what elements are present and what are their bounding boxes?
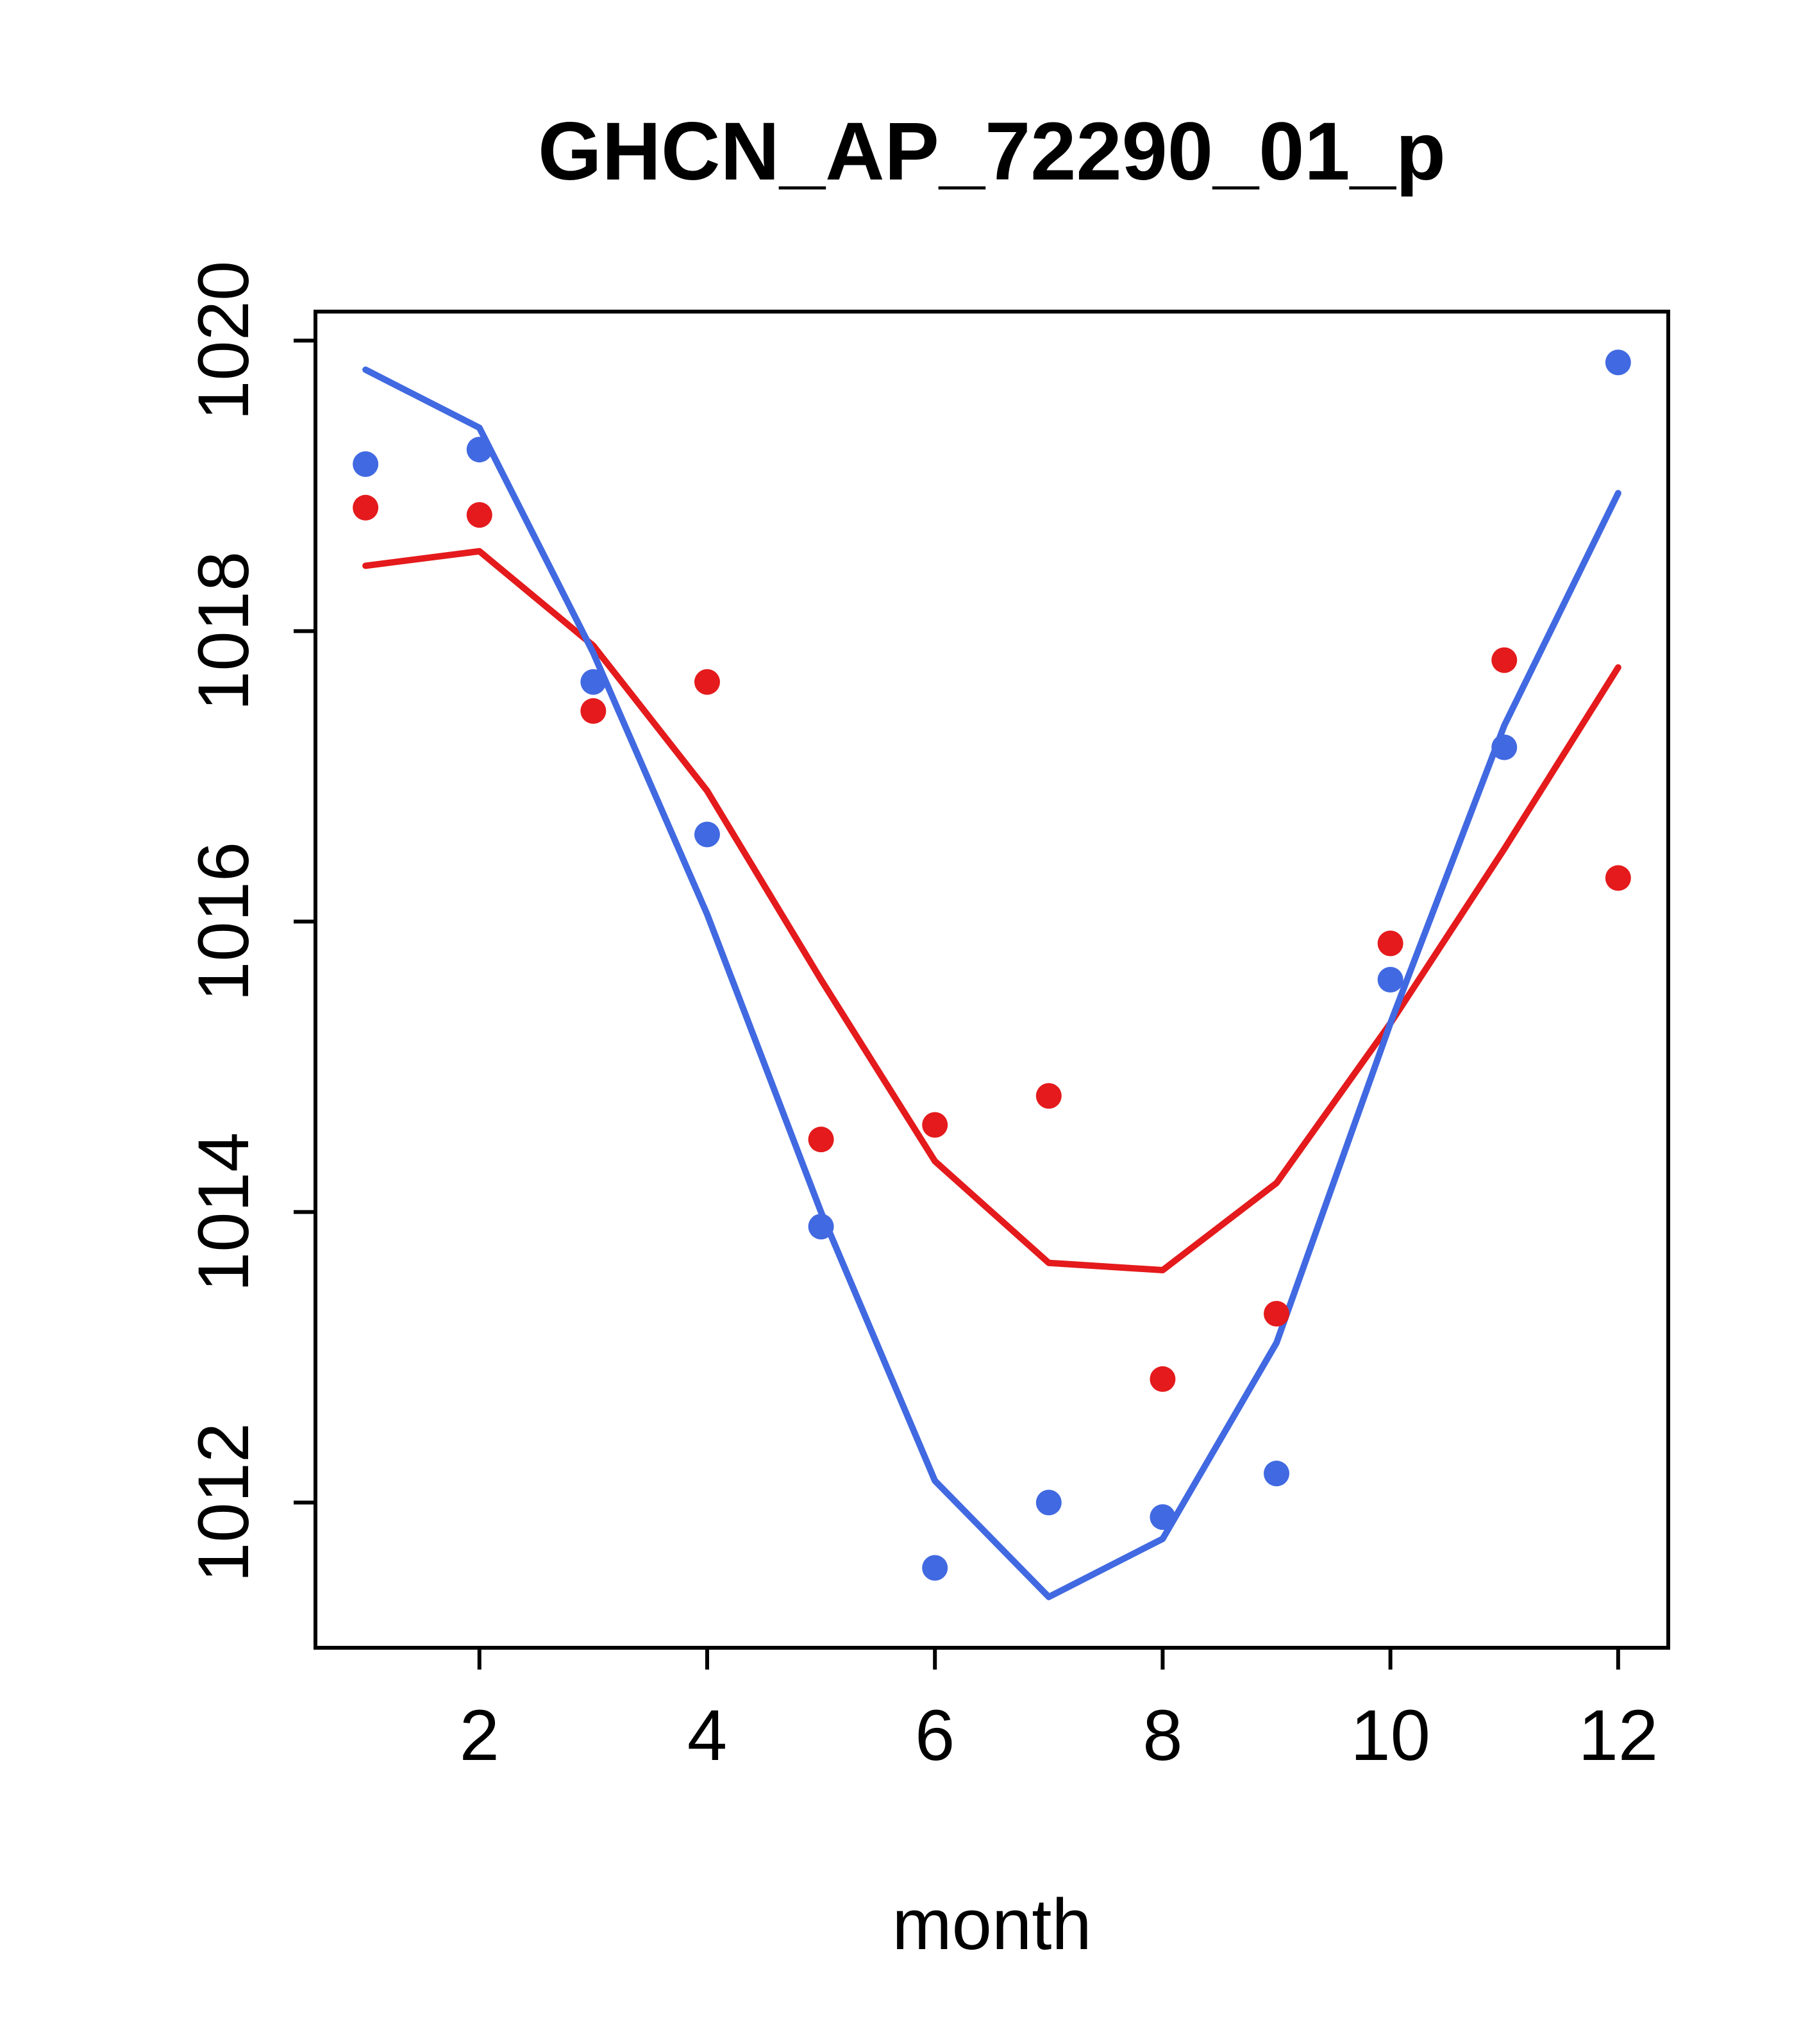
data-point-blue-points <box>580 669 607 695</box>
data-point-red-points <box>1377 930 1403 957</box>
data-point-blue-points <box>466 437 492 463</box>
data-point-red-points <box>922 1112 948 1138</box>
x-axis-title: month <box>892 1884 1091 1964</box>
y-axis-tick-label: 1012 <box>183 1423 264 1582</box>
data-point-blue-points <box>1035 1489 1062 1516</box>
plot-border <box>314 310 1670 1650</box>
data-point-red-points <box>1264 1301 1290 1327</box>
data-point-blue-points <box>1605 349 1631 376</box>
data-point-blue-points <box>1491 734 1518 760</box>
data-point-red-points <box>1150 1366 1176 1392</box>
data-point-red-points <box>353 494 379 521</box>
x-axis-tick-label: 2 <box>460 1695 499 1775</box>
x-axis-tick-label: 10 <box>1350 1695 1430 1775</box>
data-point-red-points <box>1491 647 1518 673</box>
data-point-red-points <box>580 698 607 724</box>
y-axis-tick-label: 1016 <box>183 842 264 1001</box>
data-point-blue-points <box>1377 967 1403 993</box>
data-point-blue-points <box>1150 1504 1176 1530</box>
series-line-red-line <box>362 548 1621 1274</box>
series-line-blue-line <box>362 366 1621 1600</box>
data-point-red-points <box>808 1127 834 1153</box>
data-point-blue-points <box>922 1555 948 1581</box>
data-point-blue-points <box>1264 1461 1290 1487</box>
x-axis-tick-label: 12 <box>1578 1695 1659 1775</box>
data-point-red-points <box>466 502 492 528</box>
data-point-blue-points <box>808 1214 834 1240</box>
data-point-red-points <box>694 669 720 695</box>
x-axis-tick-label: 8 <box>1143 1695 1182 1775</box>
y-axis-tick-label: 1014 <box>183 1132 264 1292</box>
y-axis-tick-label: 1018 <box>183 551 264 711</box>
chart-title: GHCN_AP_72290_01_p <box>538 106 1446 197</box>
data-point-red-points <box>1035 1083 1062 1109</box>
data-point-blue-points <box>694 821 720 848</box>
y-axis-tick-label: 1020 <box>183 261 264 421</box>
x-axis-tick-label: 6 <box>915 1695 955 1775</box>
data-point-blue-points <box>353 451 379 477</box>
data-point-red-points <box>1605 865 1631 891</box>
x-axis-tick-label: 4 <box>687 1695 727 1775</box>
